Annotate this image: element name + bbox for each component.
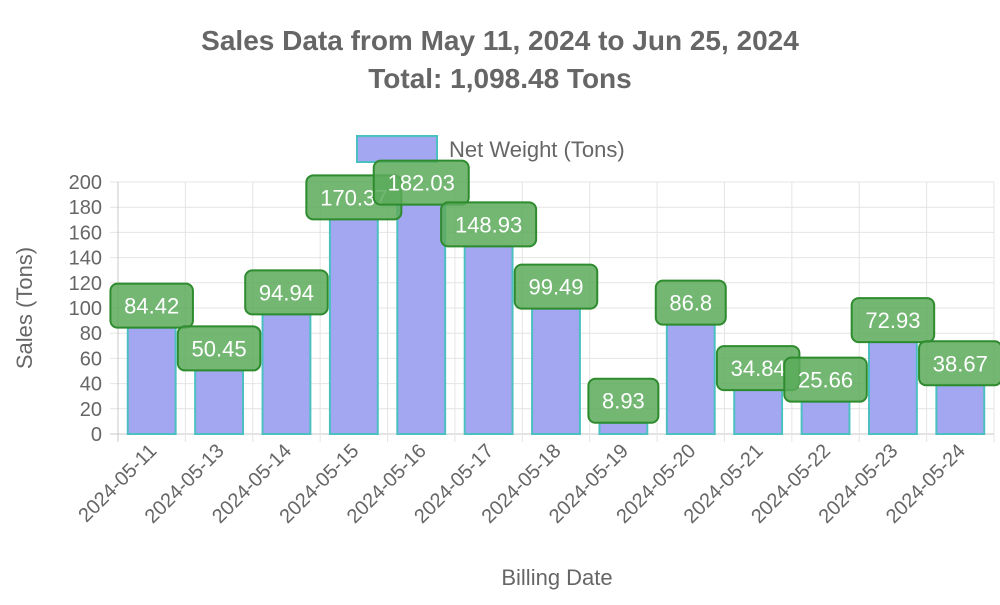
bar[interactable] [800, 400, 851, 435]
y-tick-label: 0 [91, 424, 102, 446]
y-tick-label: 60 [80, 348, 102, 370]
data-label-box [654, 279, 727, 326]
chart-subtitle: Total: 1,098.48 Tons [368, 63, 631, 94]
x-axis-ticks: 2024-05-112024-05-132024-05-142024-05-15… [74, 440, 969, 528]
bar[interactable] [733, 389, 784, 435]
data-label-box [783, 356, 868, 403]
data-label-box [850, 297, 936, 344]
data-label-box [109, 282, 194, 329]
data-label-box [244, 269, 329, 316]
bar[interactable] [868, 341, 918, 435]
y-tick-label: 140 [69, 248, 102, 270]
bars [126, 203, 986, 436]
bar[interactable] [261, 313, 312, 436]
data-label: 84.42 [124, 294, 179, 319]
y-tick-label: 200 [69, 172, 102, 194]
data-label: 72.93 [865, 308, 920, 333]
data-label-box [440, 201, 538, 248]
data-label-box [176, 325, 262, 372]
y-tick-label: 180 [69, 197, 102, 219]
bar[interactable] [531, 307, 581, 436]
data-label: 94.94 [259, 280, 314, 305]
bar[interactable] [665, 323, 716, 435]
bar[interactable] [194, 369, 244, 436]
data-label: 86.8 [669, 291, 712, 316]
chart-title: Sales Data from May 11, 2024 to Jun 25, … [201, 25, 799, 56]
y-tick-label: 120 [69, 273, 102, 295]
legend-swatch [356, 135, 438, 163]
y-axis-ticks: 0 20 40 60 80 100 120 140 160 180 200 [69, 172, 102, 446]
bar[interactable] [126, 326, 177, 435]
legend-label: Net Weight (Tons) [449, 137, 625, 162]
y-axis-title: Sales (Tons) [12, 247, 37, 369]
data-label: 34.84 [731, 356, 786, 381]
data-labels: 84.4250.4594.94170.37182.03148.9399.498.… [109, 159, 1000, 424]
bar[interactable] [935, 384, 986, 435]
y-tick-label: 40 [80, 374, 102, 396]
data-label: 38.67 [933, 351, 988, 376]
x-axis-title: Billing Date [501, 565, 612, 590]
data-label-box [587, 377, 660, 424]
data-label: 8.93 [602, 389, 645, 414]
y-tick-label: 160 [69, 222, 102, 244]
data-label-box [513, 263, 599, 310]
data-label: 99.49 [528, 275, 583, 300]
y-tick-label: 20 [80, 399, 102, 421]
legend[interactable]: Net Weight (Tons) [356, 135, 625, 163]
bar[interactable] [328, 218, 379, 435]
y-tick-label: 80 [80, 323, 102, 345]
bar[interactable] [598, 421, 649, 435]
bar[interactable] [463, 245, 514, 435]
bar[interactable] [396, 203, 447, 435]
data-label: 148.93 [455, 212, 522, 237]
data-label: 182.03 [388, 171, 455, 196]
data-label: 50.45 [192, 336, 247, 361]
data-label-box [372, 159, 470, 206]
data-label: 25.66 [798, 368, 853, 393]
data-label-box [918, 340, 1000, 387]
y-tick-label: 100 [69, 298, 102, 320]
